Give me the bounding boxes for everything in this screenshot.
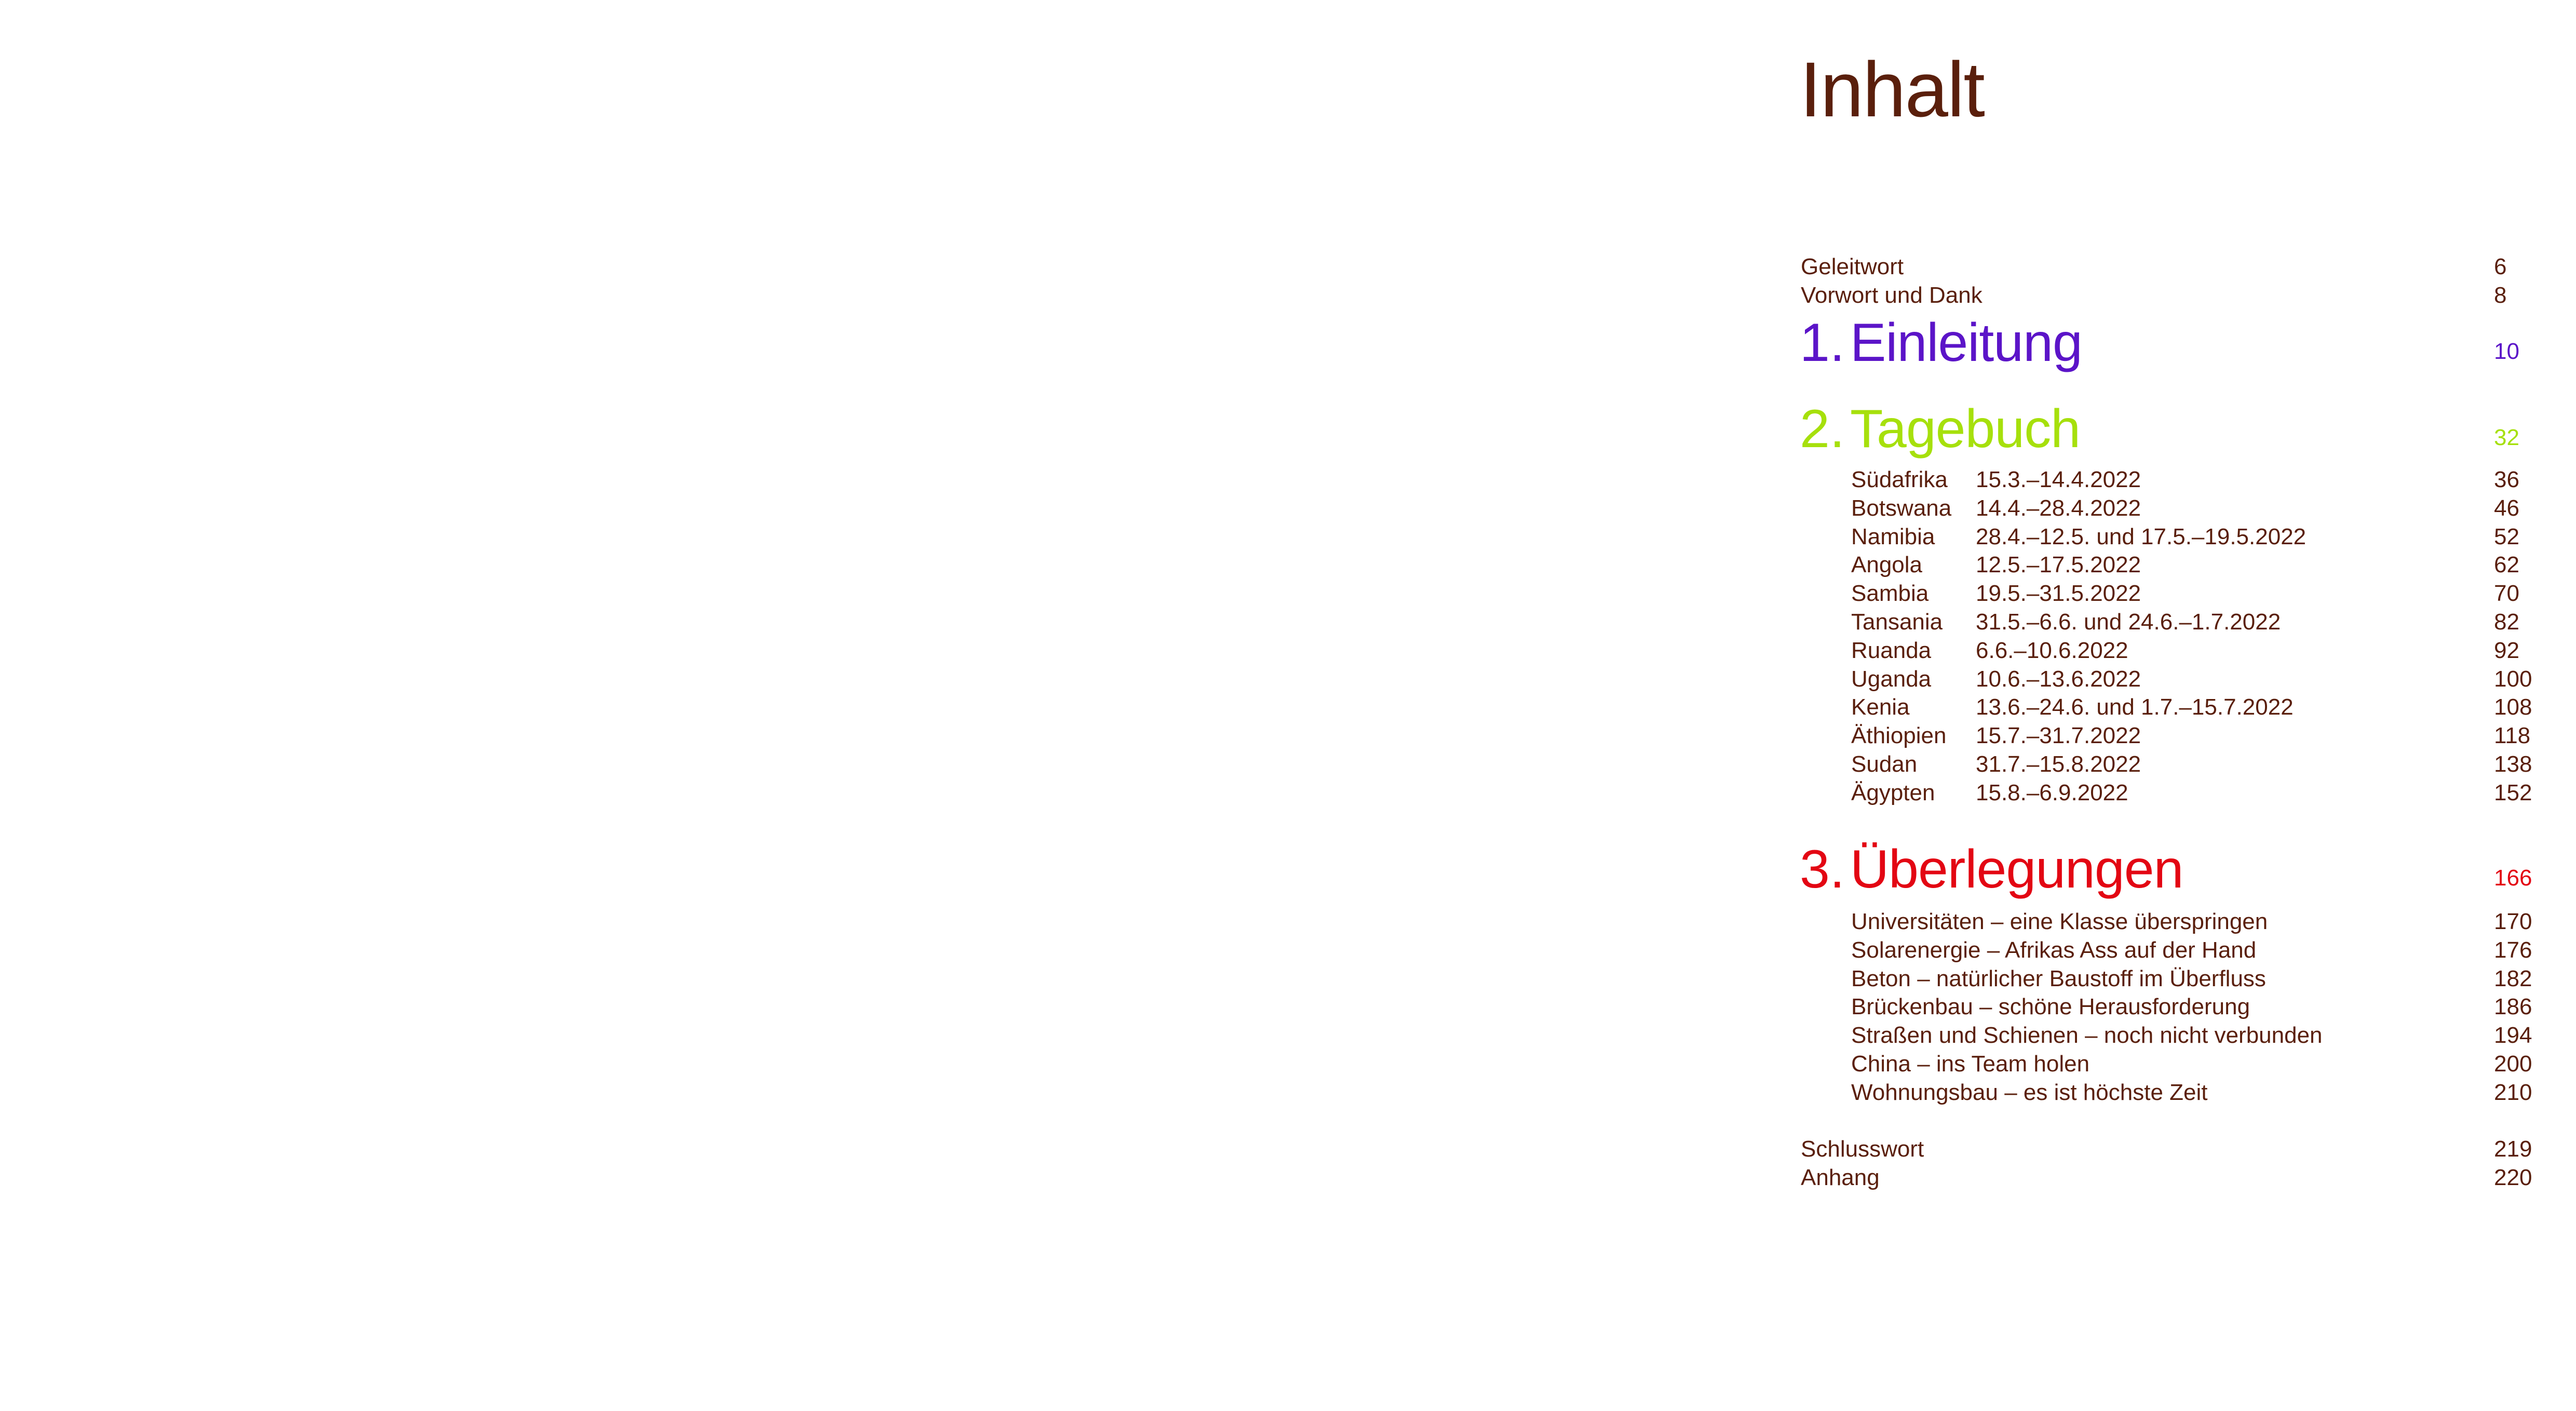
toc-entry[interactable]: Schlusswort 219 xyxy=(1801,1135,2554,1163)
entry-page-number: 52 xyxy=(2494,523,2519,549)
entry-label: Äthiopien xyxy=(1851,723,1947,749)
entry-label: Beton – natürlicher Baustoff im Überflus… xyxy=(1851,965,2266,991)
entry-label: Geleitwort xyxy=(1801,254,1904,279)
toc-entry[interactable]: Anhang 220 xyxy=(1801,1163,2554,1192)
toc-entry[interactable]: Geleitwort 6 xyxy=(1801,252,2554,281)
entry-label: Brückenbau – schöne Herausforderung xyxy=(1851,994,2250,1020)
entry-label: Ägypten xyxy=(1851,780,1935,805)
chapter-title: Überlegungen xyxy=(1850,839,2183,899)
chapter-number: 3. xyxy=(1800,839,1845,899)
entry-page-number: 36 xyxy=(2494,467,2519,492)
entry-date: 6.6.–10.6.2022 xyxy=(1976,637,2128,663)
toc-entry[interactable]: Südafrika 15.3.–14.4.2022 36 xyxy=(1801,465,2554,494)
chapter-page-number: 32 xyxy=(2494,425,2519,450)
toc-entry[interactable]: Sudan 31.7.–15.8.2022 138 xyxy=(1801,750,2554,778)
entry-page-number: 152 xyxy=(2494,780,2532,805)
entry-page-number: 6 xyxy=(2494,254,2507,279)
entry-page-number: 138 xyxy=(2494,751,2532,777)
entry-label: Angola xyxy=(1851,552,1923,578)
entry-label: Botswana xyxy=(1851,495,1952,521)
entry-page-number: 108 xyxy=(2494,694,2532,720)
toc-entry[interactable]: Tansania 31.5.–6.6. und 24.6.–1.7.2022 82 xyxy=(1801,608,2554,636)
entry-page-number: 194 xyxy=(2494,1023,2532,1049)
toc-entry[interactable]: Sambia 19.5.–31.5.2022 70 xyxy=(1801,579,2554,608)
toc-entry[interactable]: Ägypten 15.8.–6.9.2022 152 xyxy=(1801,778,2554,807)
toc-entry[interactable]: Beton – natürlicher Baustoff im Überflus… xyxy=(1801,964,2554,993)
entry-date: 15.7.–31.7.2022 xyxy=(1976,723,2141,749)
entry-page-number: 62 xyxy=(2494,552,2519,578)
chapter-heading[interactable]: 1. Einleitung 10 xyxy=(1800,312,2553,374)
entry-label: Ruanda xyxy=(1851,637,1932,663)
entry-date: 14.4.–28.4.2022 xyxy=(1976,495,2141,521)
toc-entry[interactable]: Universitäten – eine Klasse überspringen… xyxy=(1801,907,2554,936)
entry-page-number: 92 xyxy=(2494,637,2519,663)
chapter-number: 2. xyxy=(1800,399,1845,459)
entry-label: Universitäten – eine Klasse überspringen xyxy=(1851,909,2268,934)
entry-label: Anhang xyxy=(1801,1165,1880,1190)
entry-label: Solarenergie – Afrikas Ass auf der Hand xyxy=(1851,937,2257,963)
chapter-page-number: 10 xyxy=(2494,339,2519,364)
entry-page-number: 118 xyxy=(2494,723,2531,749)
entry-page-number: 220 xyxy=(2494,1165,2532,1190)
entry-label: Namibia xyxy=(1851,523,1935,549)
entry-label: China – ins Team holen xyxy=(1851,1051,2090,1077)
toc-entry[interactable]: Solarenergie – Afrikas Ass auf der Hand 1… xyxy=(1801,936,2554,964)
entry-label: Wohnungsbau – es ist höchste Zeit xyxy=(1851,1079,2208,1105)
entry-date: 15.3.–14.4.2022 xyxy=(1976,467,2141,492)
entry-page-number: 170 xyxy=(2494,909,2532,934)
entry-label: Schlusswort xyxy=(1801,1136,1924,1162)
entry-date: 19.5.–31.5.2022 xyxy=(1976,581,2141,607)
entry-page-number: 82 xyxy=(2494,609,2519,635)
toc-entry[interactable]: Botswana 14.4.–28.4.2022 46 xyxy=(1801,494,2554,522)
entry-label: Straßen und Schienen – noch nicht verbun… xyxy=(1851,1023,2323,1049)
toc-entry[interactable]: Straßen und Schienen – noch nicht verbun… xyxy=(1801,1021,2554,1050)
chapter-heading[interactable]: 3. Überlegungen 166 xyxy=(1800,838,2553,901)
entry-page-number: 70 xyxy=(2494,581,2519,607)
toc-entry[interactable]: Ruanda 6.6.–10.6.2022 92 xyxy=(1801,636,2554,665)
entry-label: Vorwort und Dank xyxy=(1801,283,1982,308)
chapter-number: 1. xyxy=(1800,313,1845,373)
entry-label: Kenia xyxy=(1851,694,1910,720)
entry-page-number: 100 xyxy=(2494,666,2532,692)
entry-page-number: 46 xyxy=(2494,495,2519,521)
entry-date: 31.5.–6.6. und 24.6.–1.7.2022 xyxy=(1976,609,2281,635)
entry-date: 28.4.–12.5. und 17.5.–19.5.2022 xyxy=(1976,523,2307,549)
toc-entry[interactable]: Äthiopien 15.7.–31.7.2022 118 xyxy=(1801,721,2554,750)
entry-page-number: 210 xyxy=(2494,1079,2532,1105)
entry-date: 31.7.–15.8.2022 xyxy=(1976,751,2141,777)
entry-date: 12.5.–17.5.2022 xyxy=(1976,552,2141,578)
toc-entry[interactable]: Kenia 13.6.–24.6. und 1.7.–15.7.2022 108 xyxy=(1801,693,2554,721)
chapter-page-number: 166 xyxy=(2494,865,2532,891)
entry-page-number: 200 xyxy=(2494,1051,2532,1077)
entry-page-number: 186 xyxy=(2494,994,2532,1020)
entry-label: Uganda xyxy=(1851,666,1932,692)
toc-entry[interactable]: China – ins Team holen 200 xyxy=(1801,1050,2554,1078)
chapter-heading[interactable]: 2. Tagebuch 32 xyxy=(1800,398,2553,460)
entry-label: Tansania xyxy=(1851,609,1943,635)
toc-entry[interactable]: Brückenbau – schöne Herausforderung 186 xyxy=(1801,992,2554,1021)
entry-label: Sudan xyxy=(1851,751,1918,777)
toc-entry[interactable]: Angola 12.5.–17.5.2022 62 xyxy=(1801,550,2554,579)
entry-page-number: 219 xyxy=(2494,1136,2532,1162)
toc-entry[interactable]: Vorwort und Dank 8 xyxy=(1801,281,2554,310)
entry-date: 10.6.–13.6.2022 xyxy=(1976,666,2141,692)
entry-date: 15.8.–6.9.2022 xyxy=(1976,780,2128,805)
chapter-title: Tagebuch xyxy=(1850,399,2081,459)
page-title: Inhalt xyxy=(1800,46,1985,133)
entry-page-number: 182 xyxy=(2494,965,2532,991)
entry-page-number: 8 xyxy=(2494,283,2507,308)
entry-label: Sambia xyxy=(1851,581,1929,607)
entry-date: 13.6.–24.6. und 1.7.–15.7.2022 xyxy=(1976,694,2294,720)
toc-entry[interactable]: Namibia 28.4.–12.5. und 17.5.–19.5.2022 52 xyxy=(1801,522,2554,551)
toc-entry[interactable]: Uganda 10.6.–13.6.2022 100 xyxy=(1801,665,2554,693)
entry-page-number: 176 xyxy=(2494,937,2532,963)
entry-label: Südafrika xyxy=(1851,467,1948,492)
chapter-title: Einleitung xyxy=(1850,313,2083,373)
toc-entry[interactable]: Wohnungsbau – es ist höchste Zeit 210 xyxy=(1801,1078,2554,1107)
